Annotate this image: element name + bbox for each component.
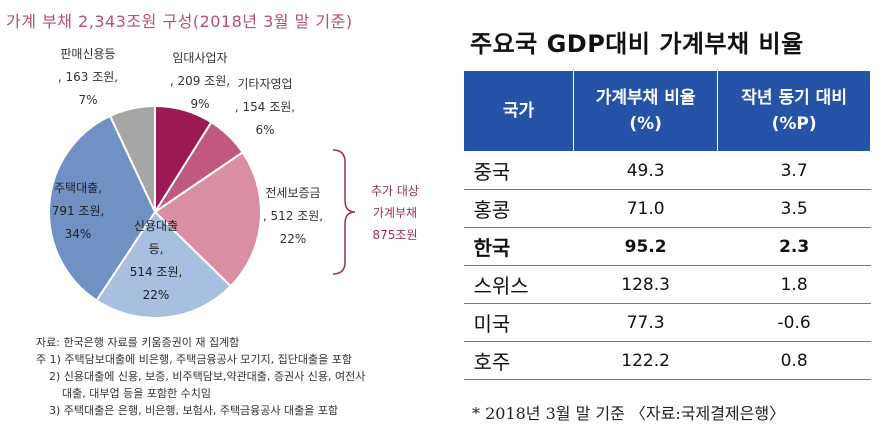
table-header-row: 국가 가계부채 비율 (%) 작년 동기 대비 (%P) — [463, 70, 871, 152]
annotation-brace — [332, 149, 356, 275]
note-2-cont: 대출, 대부업 등을 포함한 수치임 — [62, 387, 212, 400]
cell-change: 3.5 — [717, 189, 871, 228]
table-row: 한국 95.2 2.3 — [463, 227, 871, 266]
table-row: 호주 122.2 0.8 — [463, 341, 871, 380]
pie-label-3: 전세보증금, 512 조원, 22% — [263, 186, 323, 246]
cell-change: 0.8 — [717, 341, 871, 380]
cell-country: 스위스 — [463, 265, 574, 304]
cell-ratio: 71.0 — [573, 189, 718, 228]
table-footnote: * 2018년 3월 말 기준 〈자료:국제결제은행〉 — [472, 404, 786, 423]
source-notes: 자료: 한국은행 자료를 키움증권이 재 집계함 주 1) 주택담보대출에 비은… — [36, 334, 365, 419]
header-ratio: 가계부채 비율 (%) — [572, 70, 719, 152]
table-row: 미국 77.3 -0.6 — [463, 303, 871, 342]
cell-change: -0.6 — [717, 303, 871, 342]
pie-label-4: 신용대출 등, 514 조원, 22% — [130, 219, 183, 302]
cell-change: 3.7 — [717, 151, 871, 190]
pie-label-2: 기타자영업, 154 조원, 6% — [235, 77, 295, 137]
pie-slice-6 — [108, 104, 156, 213]
table-row: 중국 49.3 3.7 — [463, 151, 871, 190]
pie-slice-3 — [153, 150, 262, 288]
cell-ratio: 95.2 — [573, 227, 718, 266]
gdp-debt-table: 국가 가계부채 비율 (%) 작년 동기 대비 (%P) 중국 49.3 3.7 홍콩 71… — [463, 70, 871, 380]
table-title: 주요국 GDP대비 가계부채 비율 — [470, 30, 804, 58]
note-1: 주 1) 주택담보대출에 비은행, 주택금융공사 모기지, 집단대출을 포함 — [36, 353, 352, 366]
cell-country: 미국 — [463, 303, 574, 342]
header-country: 국가 — [463, 70, 574, 152]
cell-ratio: 122.2 — [573, 341, 718, 380]
cell-country: 홍콩 — [463, 189, 574, 228]
cell-change: 1.8 — [717, 265, 871, 304]
note-3: 3) 주택대출은 은행, 비은행, 보험사, 주택금융공사 대출을 포함 — [49, 404, 339, 417]
cell-country: 중국 — [463, 151, 574, 190]
cell-country: 한국 — [463, 227, 574, 266]
pie-slice-5 — [48, 114, 157, 302]
cell-ratio: 77.3 — [573, 303, 718, 342]
pie-label-1: 임대사업자, 209 조원, 9% — [170, 51, 230, 111]
cell-ratio: 49.3 — [573, 151, 718, 190]
cell-change: 2.3 — [717, 227, 871, 266]
cell-country: 호주 — [463, 341, 574, 380]
household-debt-pie-chart: 임대사업자, 209 조원, 9%기타자영업, 154 조원, 6% 전세보증금, 5… — [48, 47, 419, 319]
pie-label-5: 주택대출, 791 조원, 34% — [52, 181, 105, 241]
pie-chart-title: 가계 부채 2,343조원 구성(2018년 3월 말 기준) — [6, 12, 353, 31]
pie-label-6: 판매신용등, 163 조원, 7% — [58, 47, 118, 107]
note-source: 자료: 한국은행 자료를 키움증권이 재 집계함 — [36, 336, 240, 349]
pie-slice-4 — [95, 210, 233, 319]
annotation-text: 추가 대상 가계부채 875조원 — [371, 184, 419, 242]
table-row: 스위스 128.3 1.8 — [463, 265, 871, 304]
header-change: 작년 동기 대비 (%P) — [717, 70, 871, 152]
cell-ratio: 128.3 — [573, 265, 718, 304]
note-2: 2) 신용대출에 신용, 보증, 비주택담보,약관대출, 증권사 신용, 여전사 — [49, 370, 366, 383]
table-row: 홍콩 71.0 3.5 — [463, 189, 871, 228]
